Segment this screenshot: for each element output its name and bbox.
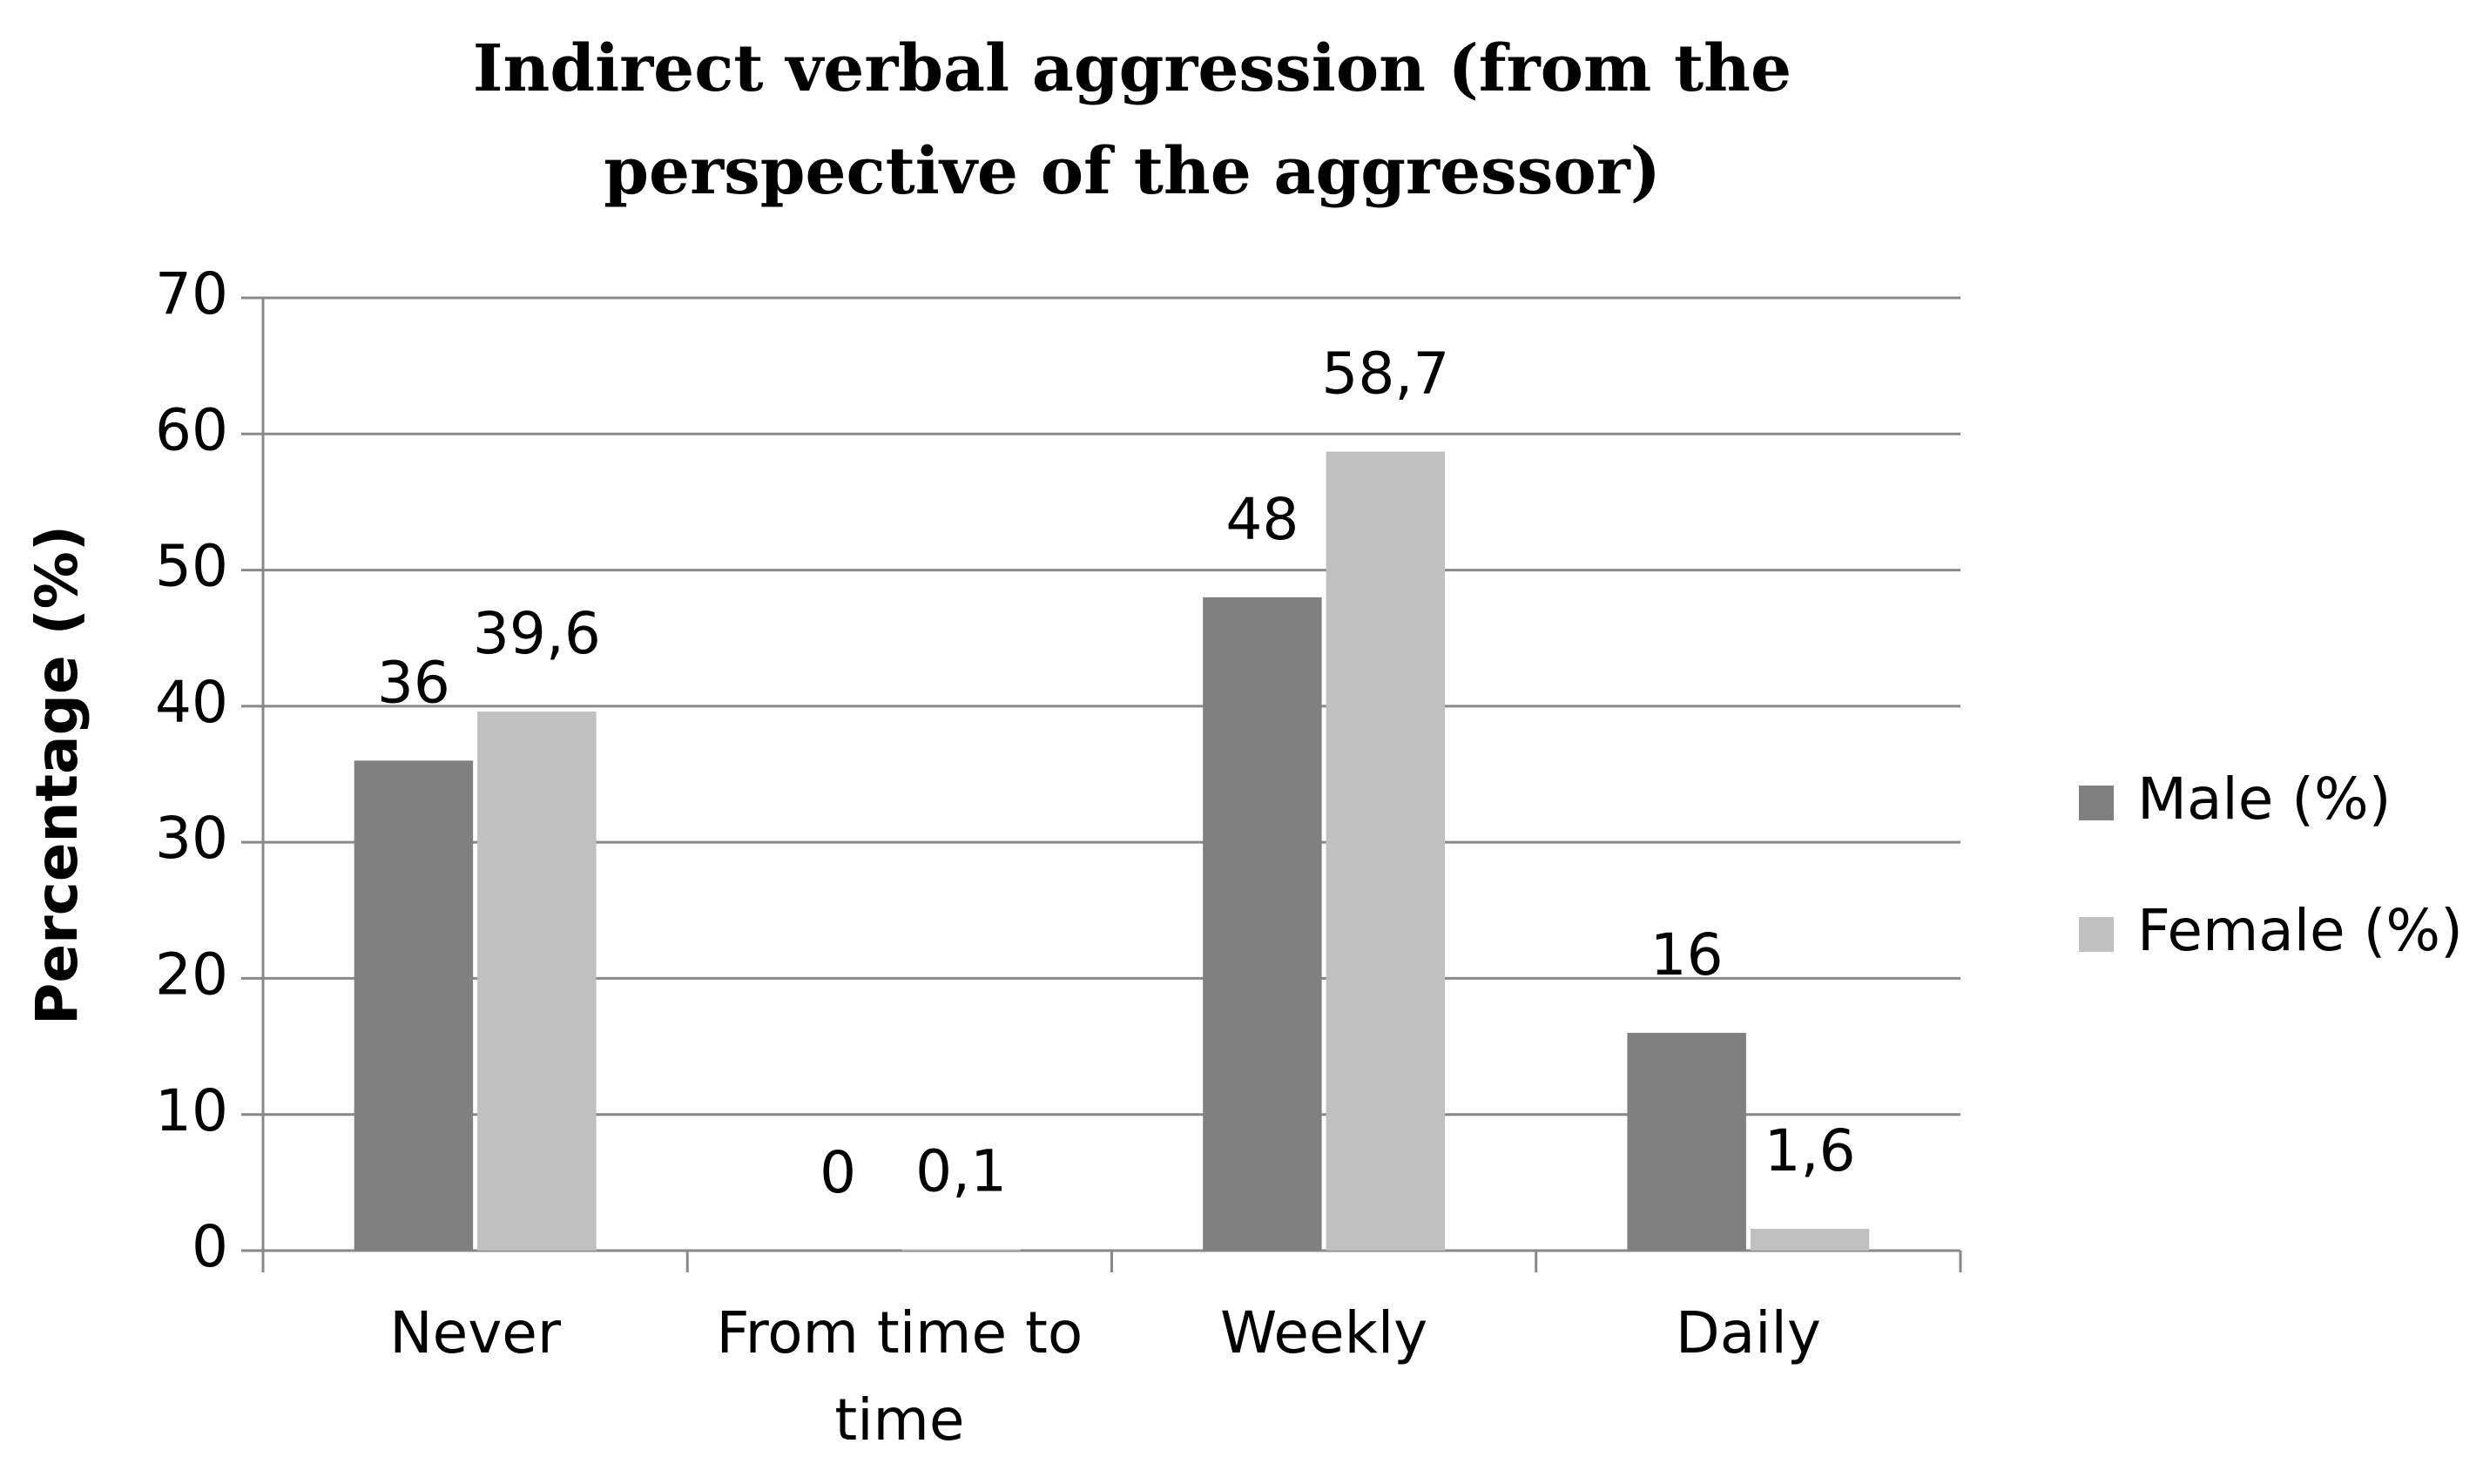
- y-tick-label: 50: [155, 533, 228, 600]
- bar: [901, 1249, 1021, 1251]
- y-tick-label: 40: [155, 669, 228, 736]
- bar: [1627, 1032, 1746, 1251]
- bar: [1750, 1228, 1870, 1251]
- legend-swatch: [2079, 786, 2114, 820]
- y-tick-label: 30: [155, 805, 228, 872]
- y-tick-label: 0: [192, 1213, 228, 1280]
- y-tick-label: 70: [155, 260, 228, 327]
- data-label: 48: [1225, 486, 1299, 553]
- bar: [477, 712, 597, 1251]
- x-tick-label: From time to time: [716, 1299, 1083, 1454]
- data-label: 0: [820, 1139, 856, 1206]
- x-tick-label: Never: [389, 1299, 562, 1366]
- data-label: 39,6: [473, 600, 601, 667]
- chart-title: Indirect verbal aggression (from the per…: [472, 31, 1792, 209]
- bar: [1203, 597, 1322, 1251]
- data-label: 16: [1650, 921, 1724, 988]
- x-tick-label: Daily: [1675, 1299, 1821, 1366]
- bar: [1326, 451, 1446, 1251]
- y-axis-label: Percentage (%): [24, 525, 91, 1025]
- data-label: 58,7: [1321, 341, 1449, 408]
- data-label: 1,6: [1764, 1117, 1856, 1184]
- y-tick-label: 60: [155, 396, 228, 463]
- data-label: 0,1: [915, 1137, 1007, 1204]
- legend-label: Male (%): [2137, 766, 2392, 833]
- data-label: 36: [377, 649, 450, 716]
- bar: [354, 760, 474, 1251]
- x-tick-label: Weekly: [1220, 1299, 1428, 1366]
- y-tick-label: 10: [155, 1077, 228, 1144]
- legend-swatch: [2079, 917, 2114, 952]
- y-tick-label: 20: [155, 941, 228, 1008]
- legend-label: Female (%): [2137, 897, 2463, 964]
